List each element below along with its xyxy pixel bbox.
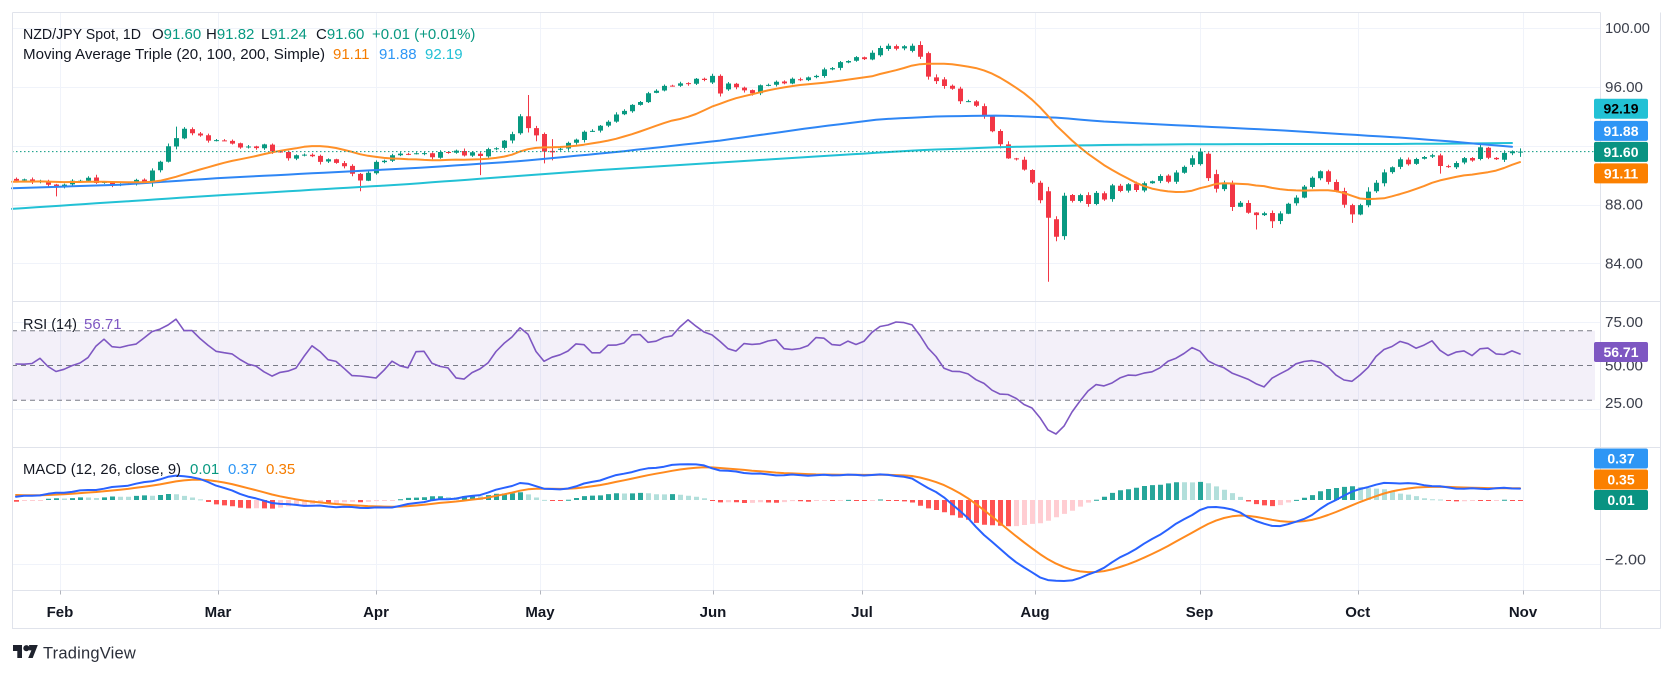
svg-text:92.19: 92.19 xyxy=(1603,101,1638,117)
svg-text:0.37: 0.37 xyxy=(1607,451,1634,467)
svg-text:25.00: 25.00 xyxy=(1605,395,1643,412)
svg-text:Mar: Mar xyxy=(205,604,232,621)
svg-text:+0.01 (+0.01%): +0.01 (+0.01%) xyxy=(372,26,475,43)
svg-text:Oct: Oct xyxy=(1345,604,1370,621)
svg-text:92.19: 92.19 xyxy=(425,46,463,63)
svg-text:TradingView: TradingView xyxy=(43,645,136,663)
svg-text:91.60: 91.60 xyxy=(1603,144,1638,160)
svg-text:91.88: 91.88 xyxy=(379,46,417,63)
svg-text:Sep: Sep xyxy=(1186,604,1214,621)
svg-text:C91.60: C91.60 xyxy=(316,26,364,43)
svg-text:L91.24: L91.24 xyxy=(261,26,307,43)
svg-text:0.35: 0.35 xyxy=(1607,472,1634,488)
svg-text:56.71: 56.71 xyxy=(1603,344,1638,360)
svg-text:96.00: 96.00 xyxy=(1605,79,1643,96)
svg-text:0.01: 0.01 xyxy=(190,461,219,478)
svg-text:Apr: Apr xyxy=(363,604,389,621)
svg-text:O91.60: O91.60 xyxy=(152,26,201,43)
svg-text:84.00: 84.00 xyxy=(1605,255,1643,272)
svg-text:Nov: Nov xyxy=(1509,604,1538,621)
svg-text:Moving Average Triple (20, 100: Moving Average Triple (20, 100, 200, Sim… xyxy=(23,46,325,63)
svg-text:−2.00: −2.00 xyxy=(1605,552,1646,569)
svg-text:NZD/JPY Spot, 1D: NZD/JPY Spot, 1D xyxy=(23,26,141,43)
svg-text:75.00: 75.00 xyxy=(1605,314,1643,331)
svg-text:91.88: 91.88 xyxy=(1603,123,1638,139)
svg-text:0.35: 0.35 xyxy=(266,461,295,478)
svg-text:Jun: Jun xyxy=(700,604,727,621)
svg-text:May: May xyxy=(525,604,555,621)
svg-text:91.11: 91.11 xyxy=(1604,165,1638,181)
svg-text:H91.82: H91.82 xyxy=(206,26,254,43)
svg-text:0.01: 0.01 xyxy=(1607,492,1634,508)
svg-text:91.11: 91.11 xyxy=(333,46,369,63)
svg-text:MACD (12, 26, close, 9): MACD (12, 26, close, 9) xyxy=(23,461,181,478)
svg-text:100.00: 100.00 xyxy=(1605,20,1650,37)
svg-text:Jul: Jul xyxy=(851,604,873,621)
svg-text:Feb: Feb xyxy=(47,604,74,621)
svg-text:Aug: Aug xyxy=(1020,604,1049,621)
svg-text:RSI (14): RSI (14) xyxy=(23,316,77,333)
svg-text:88.00: 88.00 xyxy=(1605,197,1643,214)
svg-text:0.37: 0.37 xyxy=(228,461,257,478)
svg-text:56.71: 56.71 xyxy=(84,316,122,333)
